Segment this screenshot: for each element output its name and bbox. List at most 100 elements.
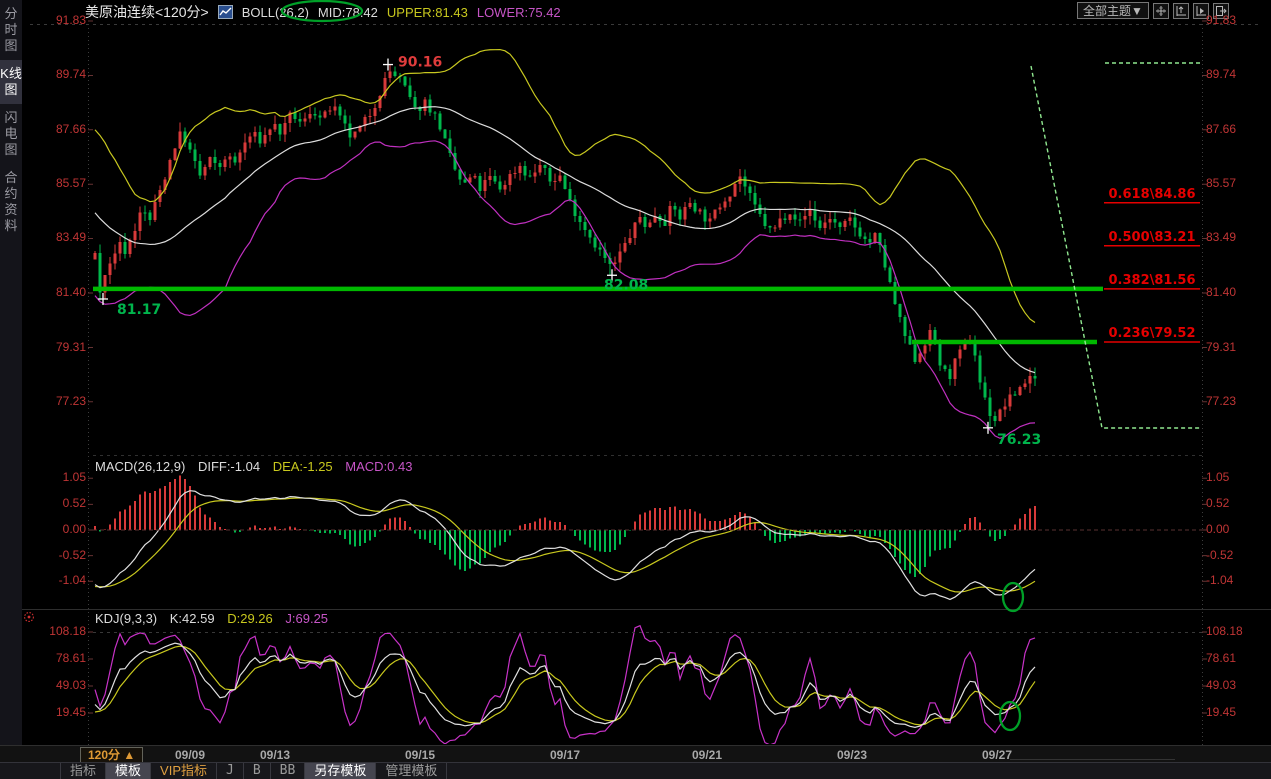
y-axis-label: 83.49 xyxy=(1206,230,1237,245)
price-annotation: 81.17 xyxy=(117,302,161,318)
y-axis-label: -0.52 xyxy=(1206,547,1234,562)
x-axis-label: 09/23 xyxy=(836,748,868,762)
axis-play-icon[interactable] xyxy=(1192,2,1209,19)
x-axis-label: 09/21 xyxy=(691,748,723,762)
macd-label: MACD(26,12,9) xyxy=(95,459,186,474)
kdj-label: KDJ(9,3,3) xyxy=(95,611,158,626)
period-selector[interactable]: 120分 ▲ xyxy=(80,747,144,763)
tab-4[interactable]: B xyxy=(244,763,271,779)
crosshair-icon[interactable] xyxy=(1152,2,1169,19)
boll-mid-value: MID:78.42 xyxy=(317,4,378,20)
price-annotation: 90.16 xyxy=(398,55,442,71)
bottom-tab-bar: 指标 模板 VIP指标 J B BB 另存模板 管理模板 xyxy=(0,762,1271,779)
tab-5[interactable]: BB xyxy=(271,763,306,779)
y-axis-label: -0.52 xyxy=(58,547,86,562)
theme-selector-button[interactable]: 全部主题▼ xyxy=(1077,2,1149,19)
y-axis-label: 89.74 xyxy=(55,67,86,82)
kdj-k-value: K:42.59 xyxy=(169,611,215,626)
kdj-d-line xyxy=(94,645,1036,726)
y-axis-label: 79.31 xyxy=(55,339,86,354)
y-axis-label: 108.18 xyxy=(1206,623,1243,638)
y-axis-label: 19.45 xyxy=(1206,705,1237,719)
y-axis-label: 77.23 xyxy=(1206,393,1237,408)
macd-macd-value: MACD:0.43 xyxy=(345,459,413,474)
chart-header: 美原油连续<120分> BOLL(26,2) MID:78.42 UPPER:8… xyxy=(22,0,1271,24)
y-axis-label: 49.03 xyxy=(55,678,86,692)
boll-mid-line xyxy=(94,106,1036,374)
sidebar-item-2[interactable]: 闪电图 xyxy=(4,110,18,157)
macd-diff-line xyxy=(94,490,1036,601)
macd-pane-header: MACD(26,12,9) DIFF:-1.04 DEA:-1.25 MACD:… xyxy=(95,459,422,474)
y-axis-label: 1.05 xyxy=(62,470,86,485)
left-sidebar: 分时图 K线图闪电图合约资料 xyxy=(0,0,23,745)
y-axis-label: 19.45 xyxy=(55,705,86,719)
header-toolbar: 全部主题▼ xyxy=(1077,2,1229,19)
y-axis-label: 81.40 xyxy=(1206,285,1237,299)
boll-lower-value: LOWER:75.42 xyxy=(476,4,561,20)
sidebar-item-3[interactable]: 合约资料 xyxy=(4,170,18,233)
y-axis-label: 108.18 xyxy=(49,623,86,638)
y-axis-label: 78.61 xyxy=(55,650,86,665)
y-axis-label: -1.04 xyxy=(1206,573,1234,588)
indicator-settings-icon[interactable] xyxy=(23,611,35,623)
sidebar-item-1[interactable]: K线图 xyxy=(0,60,22,104)
y-axis-label: 0.00 xyxy=(62,522,86,536)
macd-dea-line xyxy=(94,497,1036,593)
x-axis-label: 09/17 xyxy=(549,748,581,762)
y-axis-label: 0.00 xyxy=(1206,522,1230,536)
kdj-j-value: J:69.25 xyxy=(285,611,329,626)
boll-lower-line xyxy=(94,140,1036,439)
y-axis-label: 85.57 xyxy=(1206,176,1237,191)
tab-6[interactable]: 另存模板 xyxy=(305,763,377,779)
y-axis-label: 91.83 xyxy=(1206,12,1237,27)
pane-shift-icon[interactable] xyxy=(1212,2,1229,19)
y-axis-label: 49.03 xyxy=(1206,678,1237,692)
fib-label: 0.500\83.21 xyxy=(1109,230,1196,245)
time-axis-row: 120分 ▲ 09/09 09/13 09/15 09/17 09/21 09/23 09/… xyxy=(0,745,1271,763)
y-axis-label: 79.31 xyxy=(1206,339,1237,354)
y-axis-label: 77.23 xyxy=(55,393,86,408)
macd-pane xyxy=(94,475,1036,601)
fib-label: 0.382\81.56 xyxy=(1109,273,1196,288)
boll-indicator-label: BOLL(26,2) xyxy=(241,4,309,20)
main-price-pane xyxy=(93,48,1037,439)
y-axis-label: 91.83 xyxy=(55,12,86,27)
x-axis-label: 09/13 xyxy=(259,748,291,762)
boll-upper-value: UPPER:81.43 xyxy=(386,4,468,20)
kdj-pane xyxy=(94,624,1036,744)
symbol-title: 美原油连续<120分> xyxy=(85,4,209,20)
boll-upper-line xyxy=(94,48,1036,324)
axis-zoom-icon[interactable] xyxy=(1172,2,1189,19)
x-axis-label: 09/27 xyxy=(981,748,1013,762)
tab-2[interactable]: VIP指标 xyxy=(151,763,217,779)
price-annotation: 76.23 xyxy=(997,432,1041,448)
macd-dea-value: DEA:-1.25 xyxy=(272,459,333,474)
y-axis-label: -1.04 xyxy=(58,573,86,588)
y-axis-label: 87.66 xyxy=(1206,121,1237,136)
kdj-k-line xyxy=(94,642,1036,728)
y-axis-label: 81.40 xyxy=(55,285,86,299)
scroll-indicator xyxy=(1010,759,1175,760)
y-axis-label: 78.61 xyxy=(1206,650,1237,665)
y-axis-label: 85.57 xyxy=(55,176,86,191)
kdj-j-line xyxy=(94,624,1036,744)
y-axis-label: 1.05 xyxy=(1206,470,1230,485)
sidebar-item-0[interactable]: 分时图 xyxy=(4,6,18,53)
tab-3[interactable]: J xyxy=(217,763,244,779)
price-annotation: 82.08 xyxy=(604,277,648,293)
fib-label: 0.236\79.52 xyxy=(1109,326,1196,341)
highlight-ellipse xyxy=(1001,581,1025,613)
tab-0[interactable]: 指标 xyxy=(61,763,107,779)
tab-7[interactable]: 管理模板 xyxy=(376,763,448,779)
y-axis-label: 89.74 xyxy=(1206,67,1237,82)
x-axis-label: 09/09 xyxy=(174,748,206,762)
y-axis-label: 0.52 xyxy=(62,496,86,511)
macd-diff-value: DIFF:-1.04 xyxy=(197,459,261,474)
highlight-ellipse xyxy=(998,700,1022,732)
y-axis-label: 83.49 xyxy=(55,230,86,245)
tab-1[interactable]: 模板 xyxy=(106,763,152,779)
line-chart-icon xyxy=(217,5,233,19)
tab-spacer xyxy=(0,763,61,779)
